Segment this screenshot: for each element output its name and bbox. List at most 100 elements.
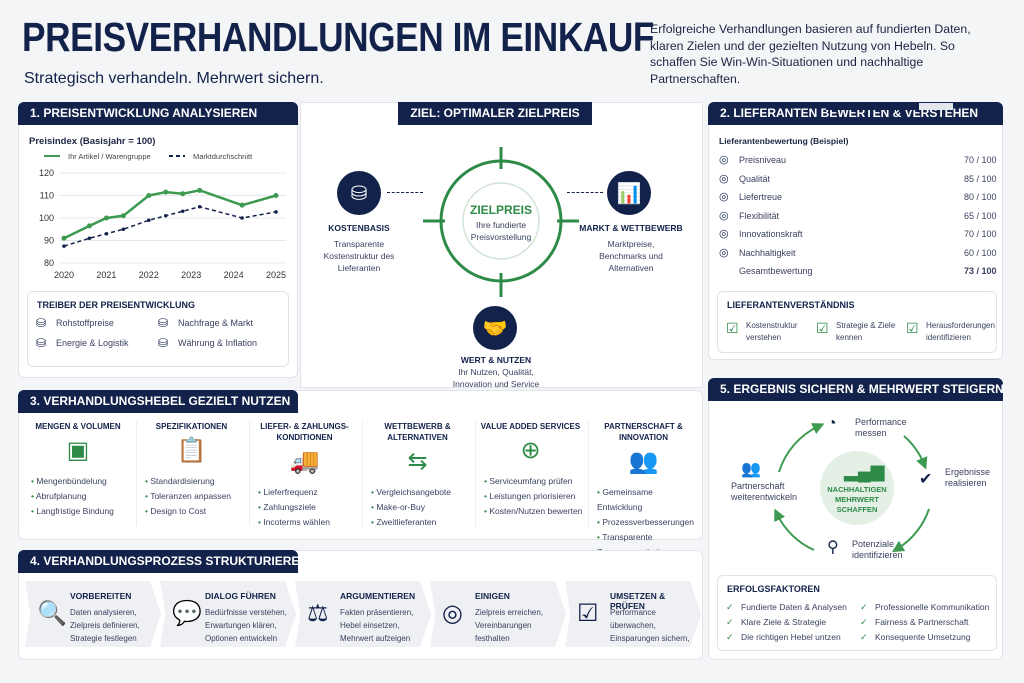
step-title: VORBEREITEN xyxy=(70,591,132,601)
lever-title: LIEFER- & ZAHLUNGS-KONDITIONEN xyxy=(260,422,349,442)
cubes-icon: ▣ xyxy=(66,437,90,464)
lever-column: VALUE ADDED SERVICES ⊕ Serviceumfang prüfe… xyxy=(475,421,585,526)
lever-column: PARTNERSCHAFT & INNOVATION 👥 Gemeinsame En… xyxy=(588,421,698,557)
data-point xyxy=(86,223,92,229)
process-step: ☑ UMSETZEN & PRÜFEN Performance überwachen… xyxy=(565,581,701,647)
lever-title: PARTNERSCHAFT & INNOVATION xyxy=(604,422,683,442)
drivers-box: TREIBER DER PREISENTWICKLUNG ⛁ Rohstoffpr… xyxy=(27,291,289,367)
understanding-box: LIEFERANTENVERSTÄNDNIS ☑ Kostenstruktur v… xyxy=(717,291,997,353)
process-step: ⚖ ARGUMENTIEREN Fakten präsentieren, Hebel… xyxy=(295,581,431,647)
data-point xyxy=(103,215,109,221)
trend-chart-icon: ⛁ xyxy=(158,316,169,330)
check-circle-icon: ✔ xyxy=(919,471,933,488)
kosten-title: KOSTENBASIS xyxy=(328,223,390,233)
data-point xyxy=(104,231,109,236)
understanding-item: Kostenstruktur verstehen xyxy=(746,321,798,342)
data-point xyxy=(274,210,278,214)
y-tick-label: 80 xyxy=(44,258,54,268)
x-tick-label: 2025 xyxy=(266,270,286,280)
factor-item: Fairness & Partnerschaft xyxy=(875,617,969,627)
target-crosshair-icon xyxy=(423,147,579,297)
understanding-item: Strategie & Ziele kennen xyxy=(836,321,896,342)
series-line xyxy=(63,189,277,240)
rating-label: Flexibilität xyxy=(739,210,780,221)
coins-stack-icon: ⛁ xyxy=(36,316,47,330)
sustainability-icon: ◎ xyxy=(719,246,729,259)
intro-text: Erfolgreiche Verhandlungen basieren auf … xyxy=(650,22,971,86)
lever-item: Zahlungsziele xyxy=(258,500,359,515)
lever-item: Leistungen priorisieren xyxy=(484,489,585,504)
panel-process: 4. VERHANDLUNGSPROZESS STRUKTURIEREN 🔍 VO… xyxy=(18,550,703,660)
check-icon: ✓ xyxy=(860,602,868,612)
data-point xyxy=(120,213,126,219)
markt-title: MARKT & WETTBEWERB xyxy=(579,223,683,233)
legend-label: Marktdurchschnitt xyxy=(193,152,253,161)
target-center-text: Ihre fundierte Preisvorstellung xyxy=(470,220,532,242)
lever-title: VALUE ADDED SERVICES xyxy=(480,422,581,431)
people-icon: 👥 xyxy=(628,448,659,475)
factors-title: ERFOLGSFAKTOREN xyxy=(727,584,820,594)
step-text: Performance überwachen, Einsparungen sic… xyxy=(610,608,690,656)
lever-column: SPEZIFIKATIONEN 📋 StandardisierungToleranz… xyxy=(136,421,246,526)
panel-supplier-rating: 2. LIEFERANTEN BEWERTEN & VERSTEHEN Lief… xyxy=(708,102,1003,360)
speech-bubble-icon: 💬 xyxy=(172,600,202,627)
step-title: EINIGEN xyxy=(475,591,510,601)
section-5-header: 5. ERGEBNIS SICHERN & MEHRWERT STEIGERN xyxy=(708,378,1004,401)
target-icon: ◎ xyxy=(442,600,463,627)
rating-subtitle: Lieferantenbewertung (Beispiel) xyxy=(719,136,849,146)
driver-item: Währung & Inflation xyxy=(178,338,258,348)
price-index-chart: 80 90 100 110 120 2020 2021 2022 2023 2024 2025 Ihr… xyxy=(39,152,286,280)
chart-title: Preisindex (Basisjahr = 100) xyxy=(29,136,156,147)
success-factors-box: ERFOLGSFAKTOREN ✓ Fundierte Daten & Analy… xyxy=(717,575,997,651)
center-circle xyxy=(820,451,894,525)
wert-title: WERT & NUTZEN xyxy=(460,355,532,365)
lever-item: Zweitlieferanten xyxy=(371,515,472,530)
arrow-left-icon xyxy=(567,192,603,193)
handshake-icon: 🤝 xyxy=(473,306,517,350)
data-point xyxy=(163,213,168,218)
lever-column: MENGEN & VOLUMEN ▣ MengenbündelungAbrufpla… xyxy=(23,421,133,526)
factor-item: Konsequente Umsetzung xyxy=(875,632,971,642)
lever-item: Abrufplanung xyxy=(31,489,133,504)
step-text: Zielpreis erreichen, Vereinbarungen fest… xyxy=(475,608,544,643)
cycle-potenziale: Potenziale identifizieren xyxy=(852,539,903,560)
page-subtitle: Strategisch verhandeln. Mehrwert sichern… xyxy=(24,70,324,87)
checklist-icon: ☑ xyxy=(577,600,599,627)
lever-item: Incoterms wählen xyxy=(258,515,359,530)
rating-label: Innovationskraft xyxy=(739,229,803,239)
bars-icon: ▂▄▆ xyxy=(844,461,885,481)
magnifier-icon: 🔍 xyxy=(37,600,67,627)
x-tick-label: 2023 xyxy=(181,270,201,280)
rating-value: 70 / 100 xyxy=(964,229,997,239)
understanding-icon: ☑ xyxy=(906,320,919,336)
data-point xyxy=(121,227,126,232)
clipboard-icon: 📋 xyxy=(176,437,207,464)
kosten-text: Transparente Kostenstruktur des Lieferan… xyxy=(323,239,395,273)
truck-icon: 🚚 xyxy=(289,448,320,475)
understanding-icon: ☑ xyxy=(816,320,829,336)
cycle-ergebnisse: Ergebnisse realisieren xyxy=(945,467,991,488)
factor-item: Klare Ziele & Strategie xyxy=(741,617,827,627)
hand-plus-icon: ⊕ xyxy=(520,437,541,464)
y-tick-label: 120 xyxy=(39,168,54,178)
lever-item: Vergleichsangebote xyxy=(371,485,472,500)
rating-value: 80 / 100 xyxy=(964,192,997,202)
section-1-header: 1. PREISENTWICKLUNG ANALYSIEREN xyxy=(18,102,298,125)
coins-icon: ⛁ xyxy=(337,171,381,215)
delivery-icon: ◎ xyxy=(719,191,729,203)
wert-text: Ihr Nutzen, Qualität, Innovation und Ser… xyxy=(452,367,540,389)
section-3-header: 3. VERHANDLUNGSHEBEL GEZIELT NUTZEN xyxy=(18,390,298,413)
growth-icon: ◎ xyxy=(719,228,729,240)
step-text: Daten analysieren, Zielpreis definieren,… xyxy=(70,608,140,643)
lever-item: Serviceumfang prüfen xyxy=(484,474,585,489)
check-icon: ✓ xyxy=(860,632,868,642)
lever-title: SPEZIFIKATIONEN xyxy=(155,422,228,431)
panel-price-development: 1. PREISENTWICKLUNG ANALYSIEREN Preisind… xyxy=(18,102,298,378)
lever-title: WETTBEWERB & ALTERNATIVEN xyxy=(384,422,451,442)
factor-item: Fundierte Daten & Analysen xyxy=(741,602,847,612)
lever-column: WETTBEWERB & ALTERNATIVEN ⇆ Vergleichsange… xyxy=(362,421,472,527)
cycle-performance: Performance messen xyxy=(855,417,907,438)
flex-icon: ◎ xyxy=(719,209,729,222)
lever-item: Langfristige Bindung xyxy=(31,504,133,519)
rating-label: Gesamtbewertung xyxy=(739,266,813,276)
